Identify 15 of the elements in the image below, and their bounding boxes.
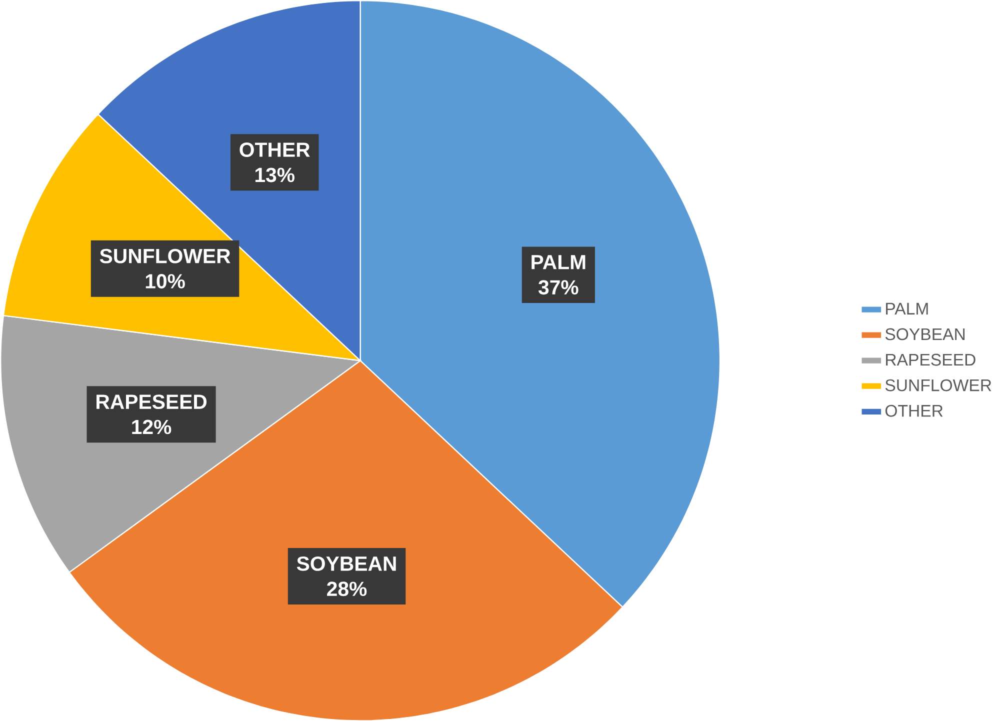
data-label: 10%	[146, 274, 185, 288]
slice-label: RAPESEED	[96, 394, 207, 409]
slice-label: OTHER	[240, 142, 310, 157]
slice-label: SOYBEAN	[296, 556, 396, 571]
slice-label: PALM	[532, 254, 586, 269]
data-label: 37%	[538, 280, 578, 294]
data-label: 28%	[327, 581, 367, 596]
data-label: 12%	[132, 420, 172, 434]
legend-label: PALM	[886, 302, 928, 314]
legend-label: OTHER	[885, 404, 943, 417]
data-label: 13%	[255, 168, 294, 182]
slice-label: SUNFLOWER	[100, 248, 230, 264]
legend-label: SOYBEAN	[885, 328, 965, 340]
legend-label: RAPESEED	[886, 354, 976, 366]
legend-label: SUNFLOWER	[885, 379, 992, 392]
